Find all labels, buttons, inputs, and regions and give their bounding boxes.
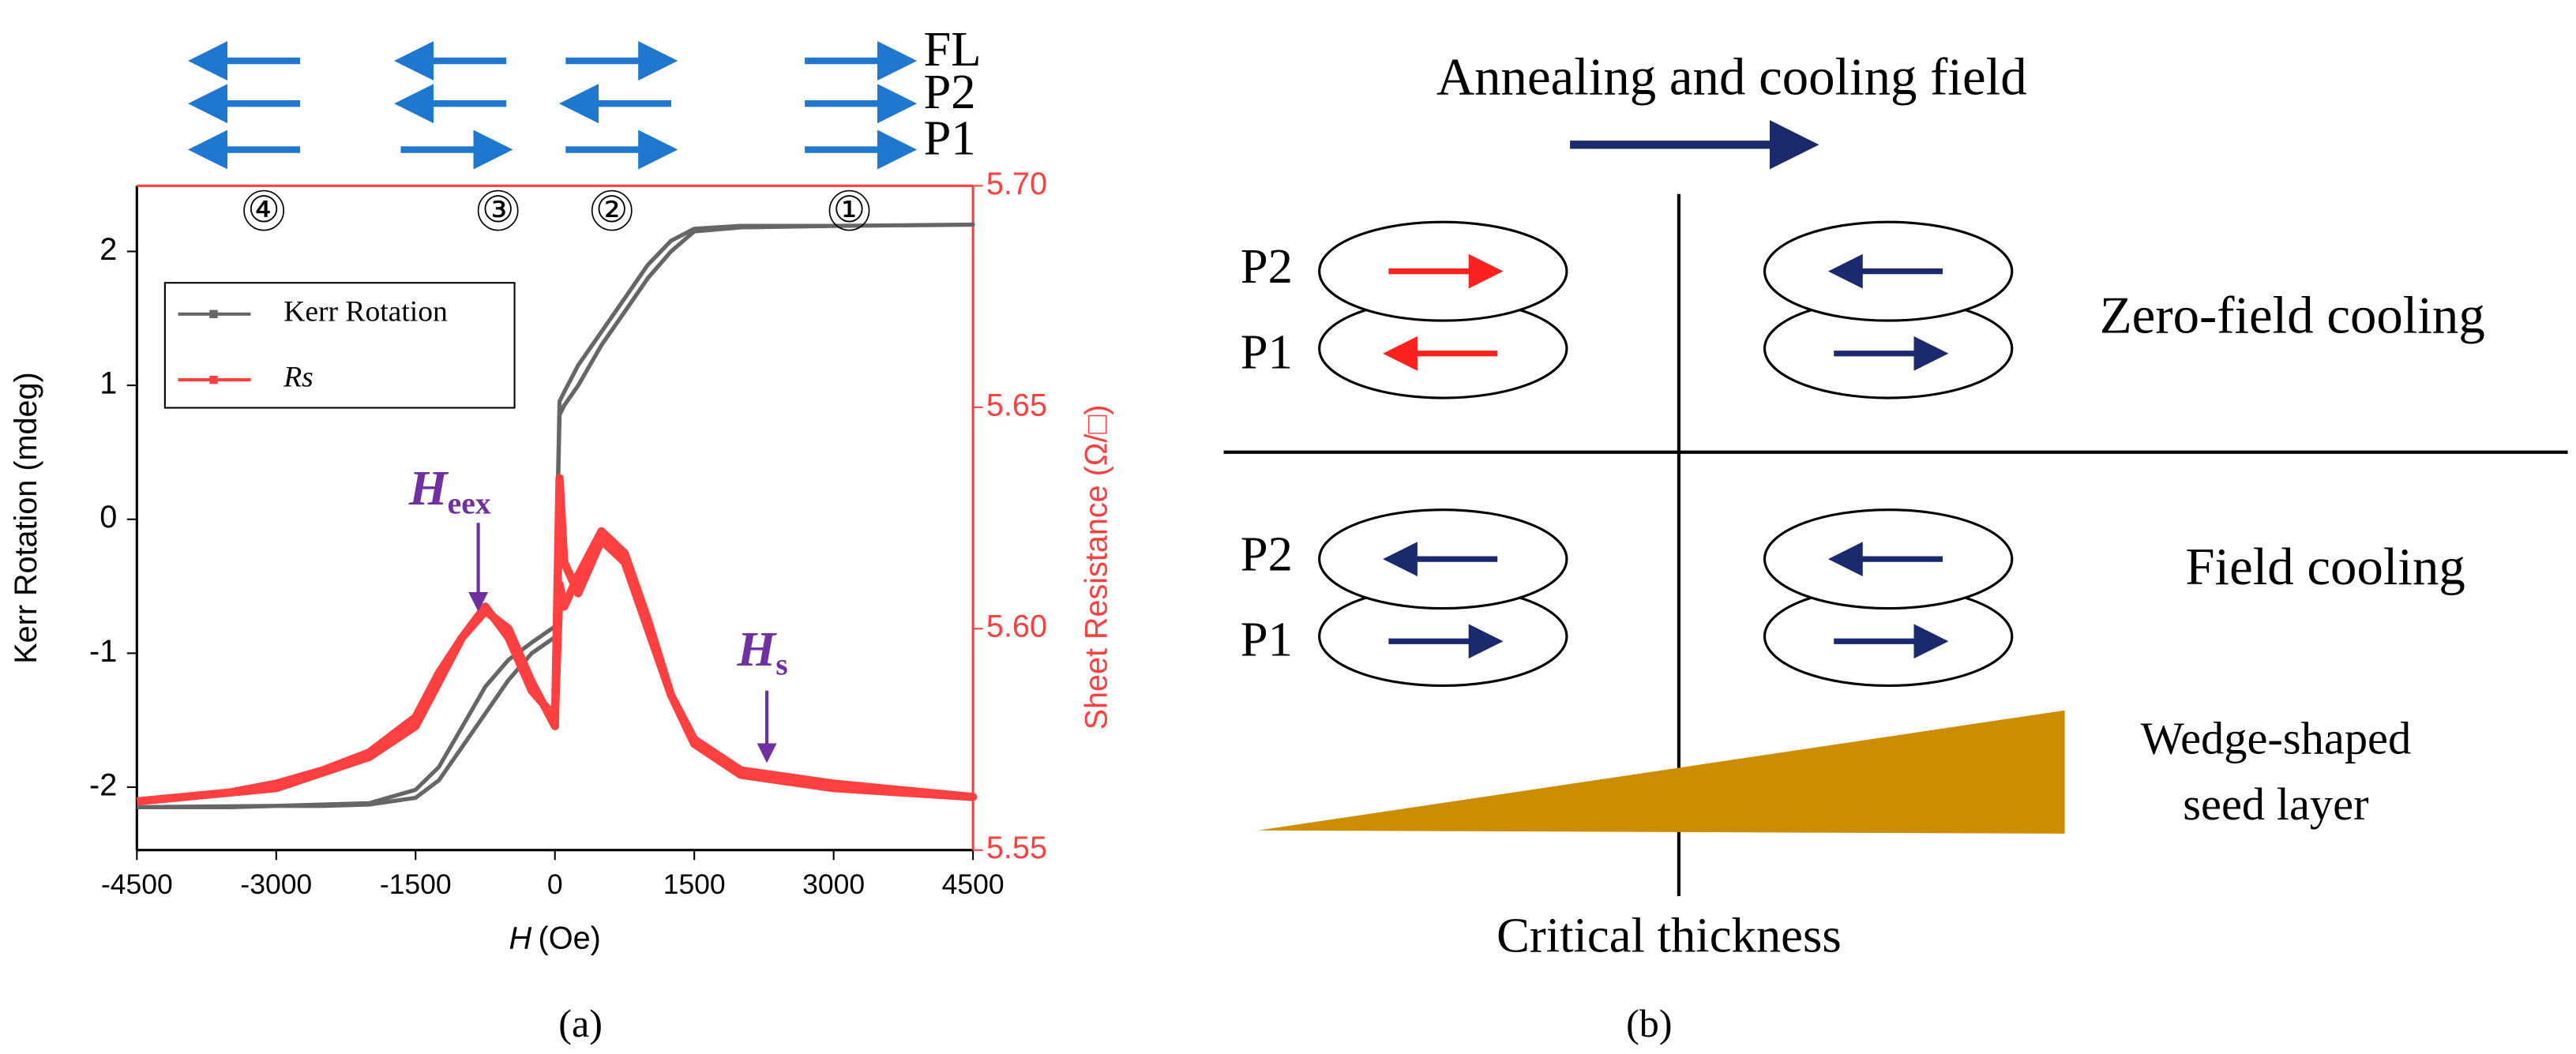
stack-label: P1	[1241, 612, 1293, 667]
state-circle	[243, 189, 285, 231]
wedge-label: seed layer	[2183, 778, 2368, 830]
layer-label: FL	[923, 21, 981, 77]
x-axis-label-var: H	[509, 921, 532, 956]
x-tick-label: 0	[547, 868, 563, 900]
legend-marker	[209, 309, 218, 318]
wedge	[1258, 710, 2065, 834]
annotation-main: H	[736, 621, 777, 677]
x-tick-label: -3000	[240, 868, 312, 900]
layer-label: P2	[923, 64, 975, 119]
state-circle	[591, 189, 633, 231]
x-tick-label: 4500	[942, 868, 1004, 900]
y2-tick-label: 5.65	[986, 388, 1047, 422]
stack-label: P2	[1241, 527, 1293, 582]
x-axis-label: H (Oe)	[509, 921, 601, 956]
state-circle	[828, 189, 870, 231]
annotation-main: H	[408, 460, 449, 516]
wedge-label: Wedge-shaped	[2141, 713, 2412, 764]
y2-tick-label: 5.70	[986, 167, 1047, 201]
annotation-sub: s	[775, 647, 787, 682]
state-label: ③	[482, 188, 514, 231]
x-axis-label-unit: (Oe)	[539, 921, 601, 956]
legend-label: Rs	[283, 362, 314, 394]
annotation: Hs	[736, 621, 787, 681]
y-axis-label: Kerr Rotation (mdeg)	[9, 372, 43, 663]
row-label: Field cooling	[2185, 538, 2465, 596]
series-line	[136, 474, 978, 806]
panel-label: (b)	[1626, 1001, 1672, 1045]
x-tick-label: -4500	[101, 868, 173, 900]
state-label: ④	[248, 188, 280, 231]
y2-tick-label: 5.55	[986, 831, 1047, 865]
panel-label: (a)	[558, 1001, 603, 1045]
state-label: ②	[595, 188, 628, 231]
x-tick-label: -1500	[380, 868, 452, 900]
critical-label: Critical thickness	[1496, 908, 1842, 963]
legend-box	[163, 282, 516, 409]
annotation-sub: eex	[448, 486, 491, 521]
legend-label: Kerr Rotation	[284, 295, 448, 328]
annotation: Heex	[408, 460, 491, 520]
row-label: Zero-field cooling	[2100, 287, 2485, 344]
stack-label: P2	[1241, 238, 1293, 294]
panel-b-title: Annealing and cooling field	[1436, 49, 2027, 107]
state-label: ①	[833, 188, 866, 231]
x-tick-label: 3000	[802, 868, 865, 900]
y-tick-label: -1	[89, 634, 117, 669]
y-tick-label: 0	[100, 500, 117, 535]
series-line	[137, 222, 975, 809]
layer-label: P1	[923, 111, 975, 166]
y-tick-label: -2	[89, 768, 117, 803]
y2-tick-label: 5.60	[986, 610, 1047, 644]
legend-marker	[209, 375, 218, 384]
state-circle	[477, 189, 519, 231]
y-tick-label: 2	[100, 232, 117, 267]
y2-axis-label: Sheet Resistance (Ω/□)	[1079, 405, 1113, 730]
stack-label: P1	[1241, 324, 1293, 379]
x-tick-label: 1500	[663, 868, 726, 900]
y-tick-label: 1	[100, 366, 117, 401]
